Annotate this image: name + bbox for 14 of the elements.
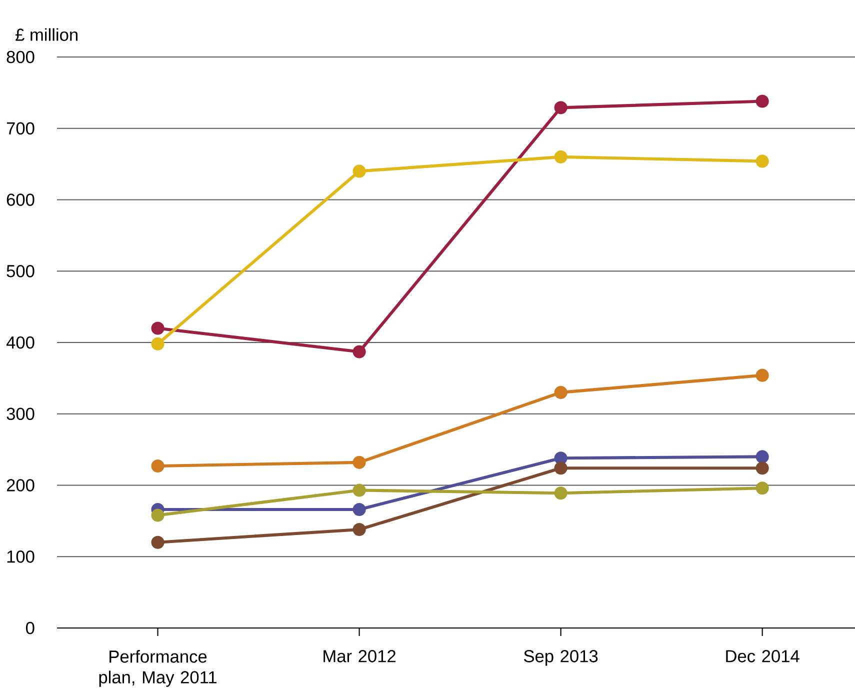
- x-tick-label: Dec 2014: [726, 650, 800, 662]
- y-axis-title: £ million: [16, 28, 78, 41]
- y-tick-label: 500: [6, 264, 34, 278]
- y-tick-label: 200: [6, 479, 34, 492]
- y-tick-label: 400: [6, 336, 34, 349]
- y-tick-label: 0: [26, 622, 34, 634]
- y-tick-label: 300: [6, 408, 34, 420]
- x-tick-label: Sep 2013: [524, 650, 598, 666]
- y-tick-label: 600: [6, 194, 34, 206]
- x-tick-label: Mar 2012: [324, 650, 396, 662]
- x-tick-label: Performance plan, May 2011: [99, 650, 216, 687]
- y-tick-label: 700: [6, 122, 34, 135]
- y-tick-label: 800: [6, 50, 34, 64]
- y-tick-label: 100: [7, 550, 34, 563]
